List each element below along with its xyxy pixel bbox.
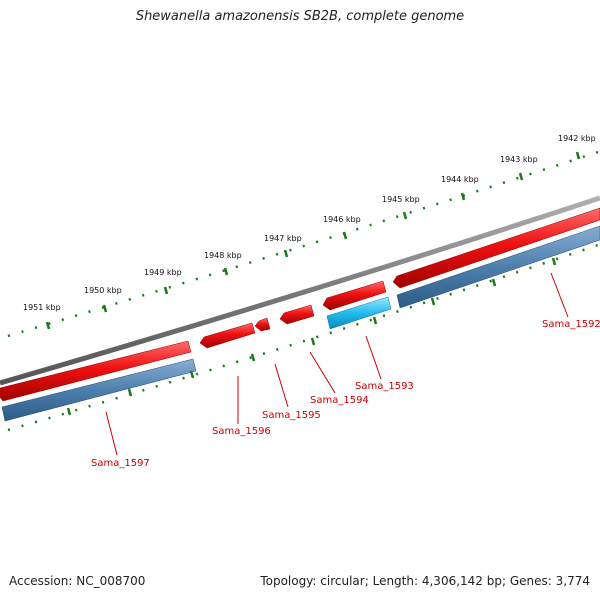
kbp-label-1946: 1946 kbp xyxy=(323,215,361,224)
cds-feature-sama-1593 xyxy=(322,280,387,311)
cds-track xyxy=(0,207,600,402)
gene-bar-left xyxy=(1,358,197,422)
cds-feature-sama-1594 xyxy=(279,304,315,325)
length-label: Length: xyxy=(372,574,419,588)
gene-label-sama-1595: Sama_1595 xyxy=(262,410,321,421)
length-value: 4,306,142 bp xyxy=(421,574,502,588)
gene-label-sama-1593: Sama_1593 xyxy=(355,381,414,392)
topology-value: circular xyxy=(320,574,365,588)
kbp-label-1944: 1944 kbp xyxy=(441,175,479,184)
inner-major-ticks xyxy=(66,257,557,416)
kbp-label-1943: 1943 kbp xyxy=(500,155,538,164)
accession-value: NC_008700 xyxy=(76,574,146,588)
outer-major-ticks xyxy=(45,151,581,330)
gene-track xyxy=(1,225,600,422)
gene-label-sama-1597: Sama_1597 xyxy=(91,458,150,469)
cds-feature-sama-1596 xyxy=(199,322,256,349)
inner-tick-ruler xyxy=(7,243,599,432)
kbp-label-1948: 1948 kbp xyxy=(204,251,242,260)
genes-value: 3,774 xyxy=(555,574,590,588)
kbp-label-1951: 1951 kbp xyxy=(23,303,61,312)
gene-bar-sama-1592 xyxy=(396,225,600,309)
kbp-label-1950: 1950 kbp xyxy=(84,286,122,295)
gene-bar-sama-1593 xyxy=(326,296,392,330)
genome-stats-footer: Topology: circular; Length: 4,306,142 bp… xyxy=(260,574,590,588)
gene-label-sama-1596: Sama_1596 xyxy=(212,426,271,437)
gene-label-sama-1592: Sama_1592 xyxy=(542,319,600,330)
accession-footer: Accession: NC_008700 xyxy=(9,574,145,588)
kbp-label-1945: 1945 kbp xyxy=(382,195,420,204)
gene-label-sama-1594: Sama_1594 xyxy=(310,395,369,406)
kbp-label-1942: 1942 kbp xyxy=(558,134,596,143)
outer-tick-ruler xyxy=(7,150,599,338)
cds-feature-sama-1592 xyxy=(392,207,600,289)
topology-label: Topology: xyxy=(260,574,317,588)
kbp-label-1947: 1947 kbp xyxy=(264,234,302,243)
cds-feature-sama-1595 xyxy=(254,317,271,332)
accession-label: Accession: xyxy=(9,574,73,588)
genes-label: Genes: xyxy=(509,574,552,588)
page-title: Shewanella amazonensis SB2B, complete ge… xyxy=(135,9,465,24)
gene-leader-lines xyxy=(105,272,569,456)
cds-feature-left xyxy=(0,340,192,402)
kbp-label-1949: 1949 kbp xyxy=(144,268,182,277)
genome-backbone xyxy=(0,195,600,386)
